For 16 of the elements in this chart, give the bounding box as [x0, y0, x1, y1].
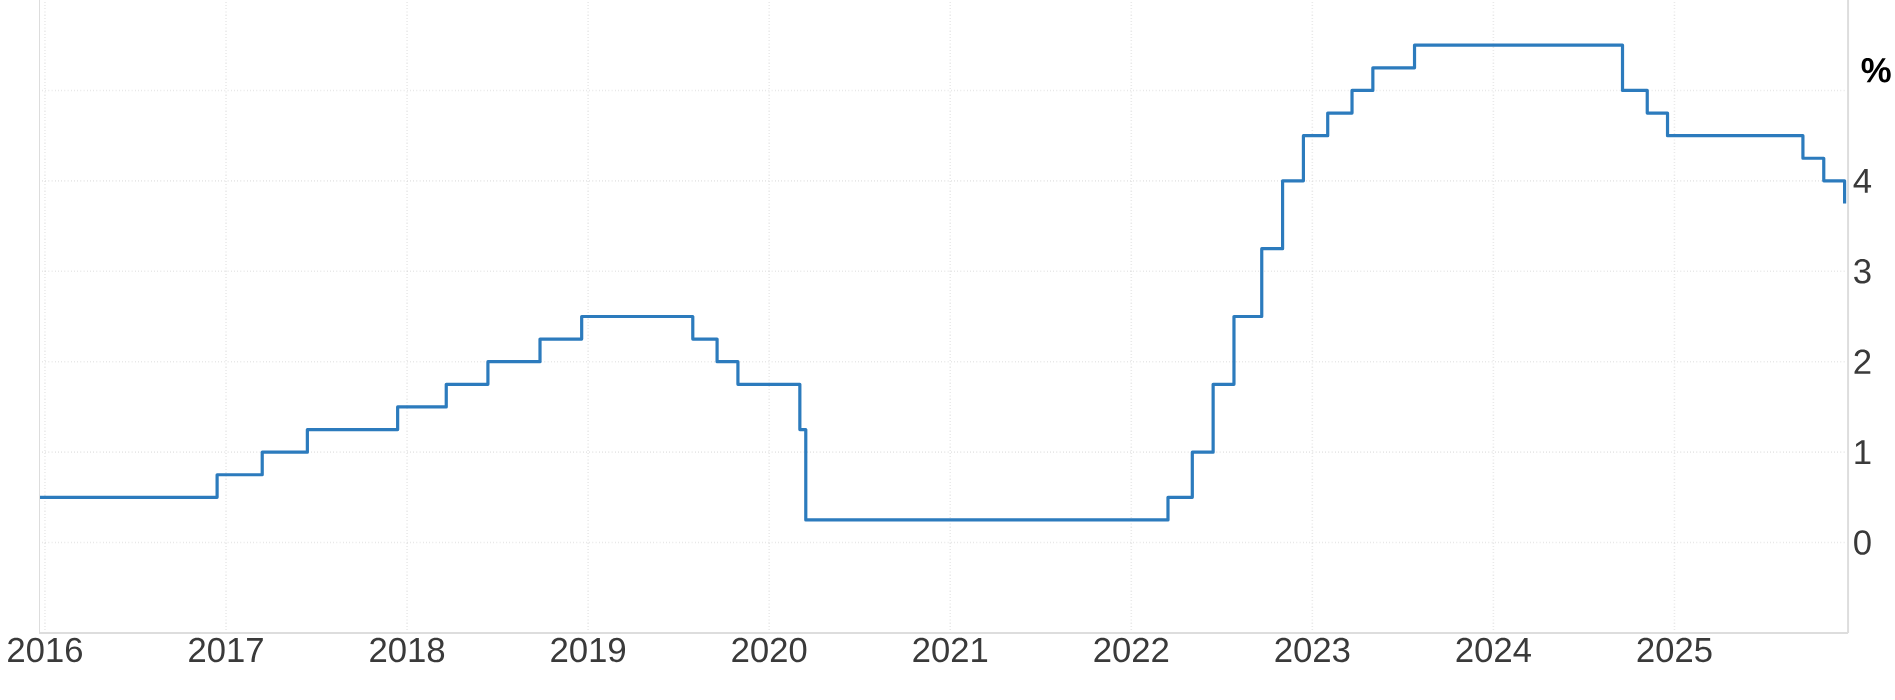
y-tick-label: 0	[1854, 530, 1871, 555]
x-tick-label: 2018	[370, 637, 445, 663]
x-tick-label: 2021	[913, 637, 988, 663]
x-tick-label: 2017	[189, 637, 263, 663]
x-tick-label: 2019	[551, 637, 626, 663]
y-tick-label: 4	[1853, 168, 1872, 193]
x-tick-label: 2016	[8, 637, 82, 663]
y-tick-label: 1	[1855, 440, 1871, 465]
y-axis-title: %	[1861, 58, 1891, 83]
x-tick-label: 2022	[1094, 637, 1169, 663]
x-tick-label: 2023	[1275, 637, 1350, 663]
x-tick-label: 2020	[732, 637, 807, 663]
y-tick-label: 2	[1854, 349, 1871, 374]
x-tick-label: 2025	[1637, 637, 1712, 663]
y-tick-label: 3	[1854, 259, 1871, 284]
x-tick-label: 2024	[1456, 637, 1531, 663]
